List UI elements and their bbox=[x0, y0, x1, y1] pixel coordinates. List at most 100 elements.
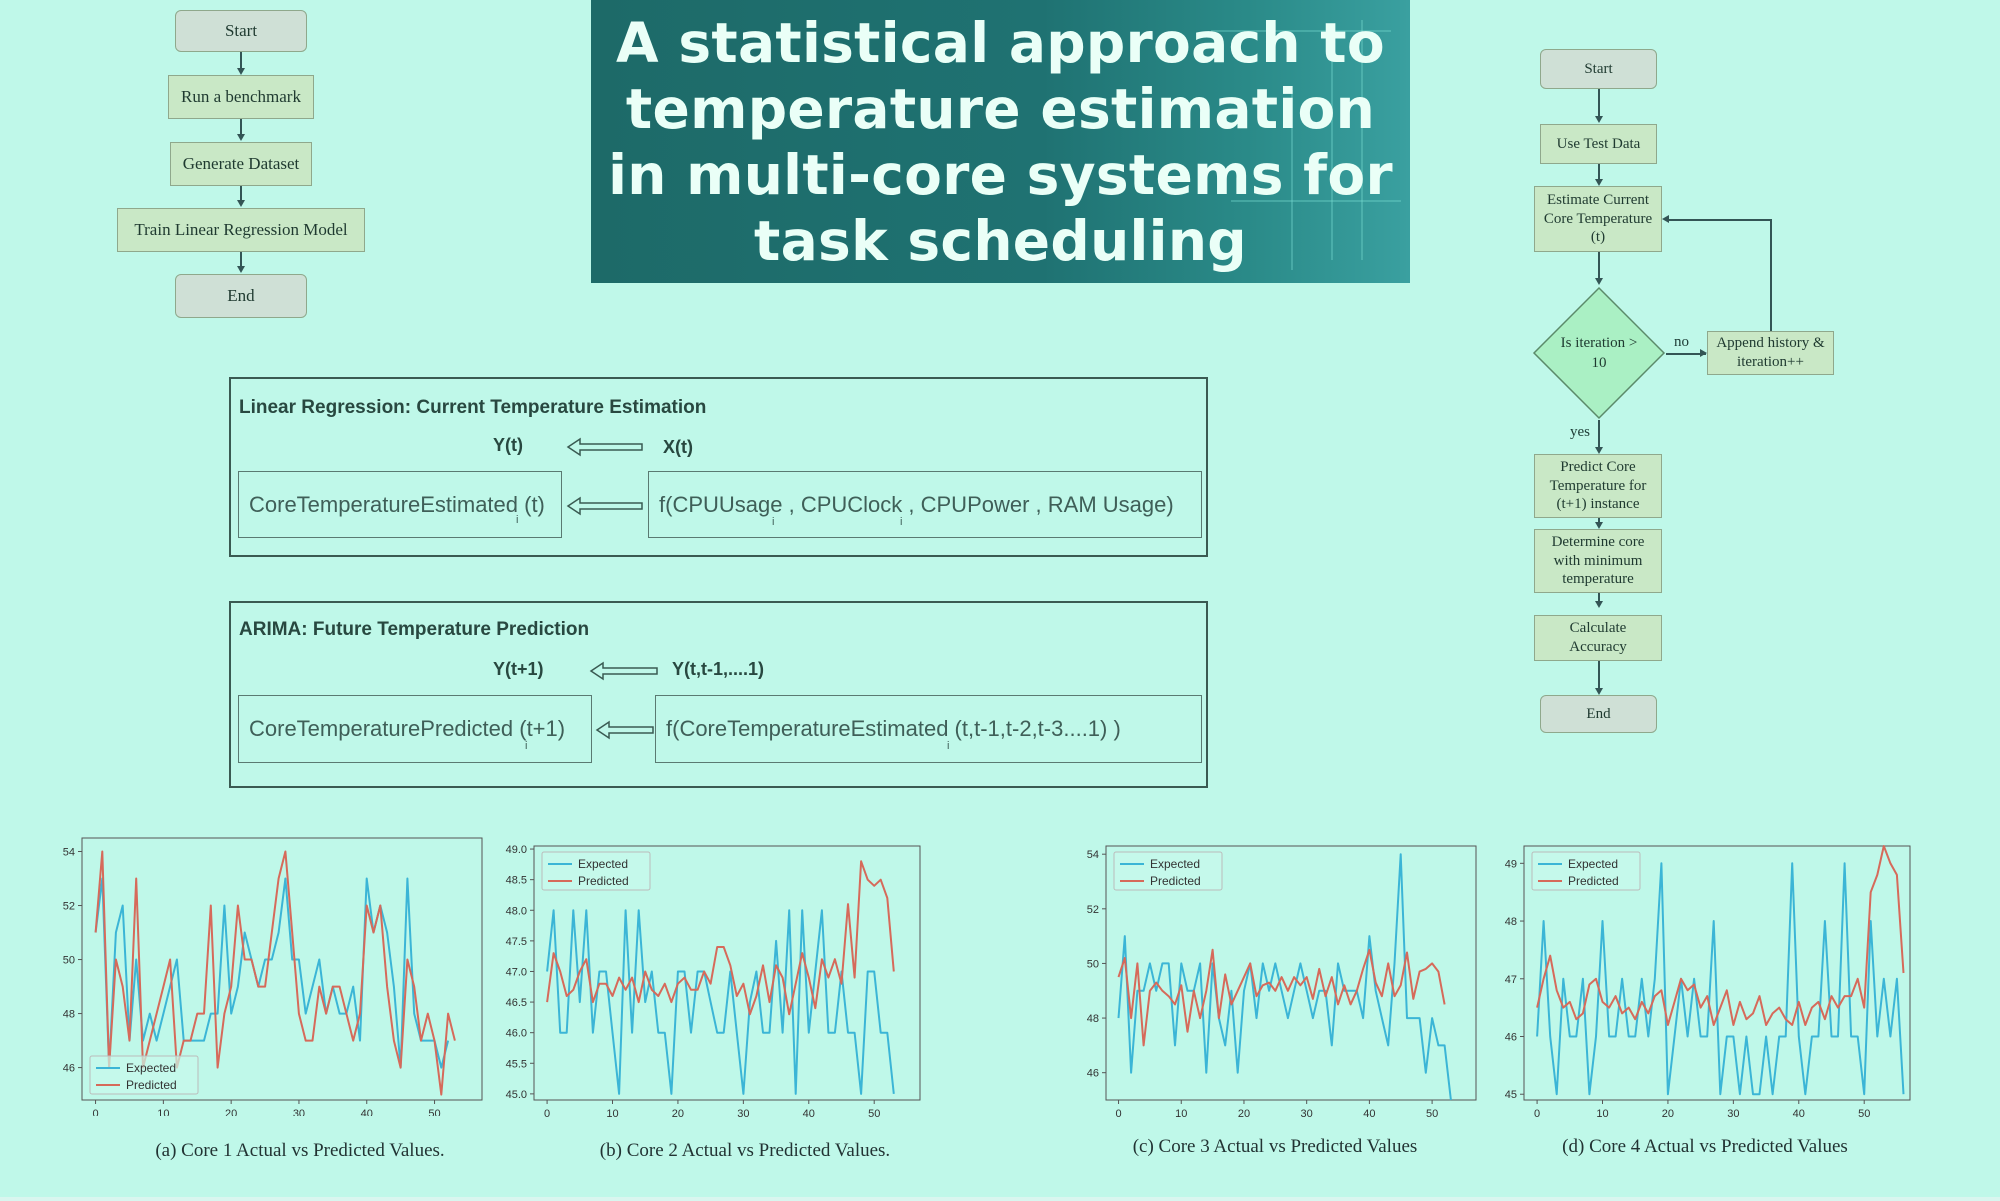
circuit-trace bbox=[1231, 200, 1401, 202]
connector bbox=[240, 119, 242, 134]
plot-frame bbox=[1105, 845, 1477, 1101]
x-tick-label: 10 bbox=[1175, 1108, 1187, 1117]
hollow-arrow-left bbox=[566, 437, 643, 457]
arrow-head bbox=[237, 68, 245, 75]
connector bbox=[1598, 661, 1600, 688]
y-tick-label: 54 bbox=[63, 847, 75, 859]
y-tick-label: 52 bbox=[1087, 904, 1099, 916]
legend-label: Predicted bbox=[1568, 874, 1619, 888]
series-line-predicted bbox=[1117, 948, 1446, 1047]
y-tick-label: 46 bbox=[1087, 1068, 1099, 1080]
x-tick-label: 50 bbox=[1426, 1108, 1438, 1117]
x-tick-label: 50 bbox=[868, 1108, 880, 1118]
series-line-predicted bbox=[94, 850, 456, 1096]
y-tick-label: 45.0 bbox=[506, 1089, 527, 1101]
y-tick-label: 47.0 bbox=[506, 966, 527, 978]
caption-core-1: (a) Core 1 Actual vs Predicted Values. bbox=[155, 1140, 445, 1161]
y-tick-label: 46 bbox=[63, 1063, 75, 1075]
linreg-right-text: f(CPUUsage , CPUClock , CPUPower , RAM U… bbox=[659, 491, 1174, 517]
arima-left-box: CoreTemperaturePredicted (t+1) i bbox=[238, 695, 592, 763]
series-line-predicted bbox=[546, 860, 895, 1016]
circuit-trace bbox=[1291, 90, 1293, 270]
y-tick-label: 48 bbox=[1087, 1013, 1099, 1025]
arrow-head bbox=[1595, 688, 1603, 695]
y-tick-label: 48.5 bbox=[506, 875, 527, 887]
page-title: A statistical approach to temperature es… bbox=[608, 10, 1393, 273]
x-tick-label: 10 bbox=[1596, 1108, 1608, 1117]
left-step-benchmark: Run a benchmark bbox=[168, 75, 314, 119]
left-step-dataset: Generate Dataset bbox=[170, 142, 312, 186]
caption-core-4: (d) Core 4 Actual vs Predicted Values bbox=[1562, 1136, 1848, 1157]
chart-core-4: 0 10 20 30 40 50 45 46 47 48 49 Expected Predicted bbox=[1505, 845, 1911, 1117]
circuit-trace bbox=[1331, 60, 1333, 260]
title-banner: A statistical approach to temperature es… bbox=[591, 0, 1410, 283]
linreg-y-label: Y(t) bbox=[493, 435, 523, 455]
left-end-node: End bbox=[175, 274, 307, 318]
connector bbox=[240, 252, 242, 266]
x-tick-label: 30 bbox=[293, 1108, 305, 1116]
x-tick-label: 50 bbox=[428, 1108, 440, 1116]
connector bbox=[1598, 420, 1600, 447]
arima-title: ARIMA: Future Temperature Prediction bbox=[239, 619, 590, 640]
arrow-head bbox=[1595, 278, 1603, 285]
connector bbox=[240, 52, 242, 68]
arima-y-label: Y(t+1) bbox=[493, 659, 544, 679]
x-tick-label: 10 bbox=[157, 1108, 169, 1116]
plot-frame bbox=[533, 845, 921, 1101]
x-tick-label: 0 bbox=[1115, 1108, 1121, 1117]
linreg-panel: Linear Regression: Current Temperature E… bbox=[229, 377, 1208, 557]
right-append-history: Append history & iteration++ bbox=[1707, 331, 1834, 375]
hollow-arrow-left bbox=[595, 720, 654, 740]
right-use-test-data: Use Test Data bbox=[1540, 124, 1657, 164]
y-tick-label: 46 bbox=[1505, 1032, 1517, 1044]
y-tick-label: 48 bbox=[63, 1009, 75, 1021]
x-tick-label: 30 bbox=[1301, 1108, 1313, 1117]
hollow-arrow-left bbox=[566, 496, 643, 516]
right-end-node: End bbox=[1540, 695, 1657, 733]
no-label: no bbox=[1674, 334, 1689, 350]
linreg-right-box: f(CPUUsage , CPUClock , CPUPower , RAM U… bbox=[648, 471, 1202, 538]
x-tick-label: 40 bbox=[361, 1108, 373, 1116]
legend-label: Predicted bbox=[1150, 874, 1201, 888]
series-line-expected bbox=[1536, 862, 1905, 1096]
series-line-predicted bbox=[1536, 845, 1905, 1026]
x-tick-label: 10 bbox=[606, 1108, 618, 1118]
y-tick-label: 50 bbox=[1087, 958, 1099, 970]
right-determine: Determine core with minimum temperature bbox=[1534, 529, 1662, 593]
connector bbox=[1598, 252, 1600, 278]
chart-core-2: 0 10 20 30 40 50 45.0 45.5 46.0 46.5 47.0 47.5 48.0 4… bbox=[506, 844, 921, 1118]
linreg-title: Linear Regression: Current Temperature E… bbox=[239, 397, 707, 418]
circuit-trace bbox=[1211, 30, 1391, 32]
series-line-expected bbox=[1117, 853, 1452, 1101]
legend-label: Expected bbox=[1150, 857, 1200, 871]
arrow-head bbox=[1595, 116, 1603, 123]
connector bbox=[1668, 219, 1771, 221]
legend-label: Predicted bbox=[578, 874, 629, 888]
arima-x-label: Y(t,t-1,....1) bbox=[672, 659, 765, 679]
y-tick-label: 45 bbox=[1505, 1089, 1517, 1101]
legend-label: Predicted bbox=[126, 1078, 177, 1092]
y-tick-label: 48.0 bbox=[506, 905, 527, 917]
bottom-divider bbox=[0, 1197, 2000, 1201]
left-start-node: Start bbox=[175, 10, 307, 52]
y-tick-label: 50 bbox=[63, 955, 75, 967]
hollow-arrow-left bbox=[589, 661, 658, 681]
x-tick-label: 0 bbox=[1534, 1108, 1540, 1117]
connector bbox=[240, 186, 242, 200]
y-tick-label: 47.5 bbox=[506, 936, 527, 948]
arrow-head bbox=[237, 134, 245, 141]
circuit-trace bbox=[1361, 20, 1363, 260]
x-tick-label: 20 bbox=[1238, 1108, 1250, 1117]
x-tick-label: 40 bbox=[1793, 1108, 1805, 1117]
y-tick-label: 52 bbox=[63, 901, 75, 913]
left-step-train: Train Linear Regression Model bbox=[117, 208, 365, 252]
arrow-head bbox=[1700, 349, 1707, 357]
chart-core-1: 0 10 20 30 40 50 46 48 50 52 54 Expected Predicted bbox=[63, 837, 483, 1116]
y-tick-label: 47 bbox=[1505, 974, 1517, 986]
caption-core-3: (c) Core 3 Actual vs Predicted Values bbox=[1132, 1136, 1418, 1157]
linreg-x-label: X(t) bbox=[663, 437, 693, 457]
subscript-i: i bbox=[772, 516, 775, 528]
y-tick-label: 49.0 bbox=[506, 844, 527, 856]
right-predict: Predict Core Temperature for (t+1) insta… bbox=[1534, 454, 1662, 518]
y-tick-label: 54 bbox=[1087, 849, 1099, 861]
